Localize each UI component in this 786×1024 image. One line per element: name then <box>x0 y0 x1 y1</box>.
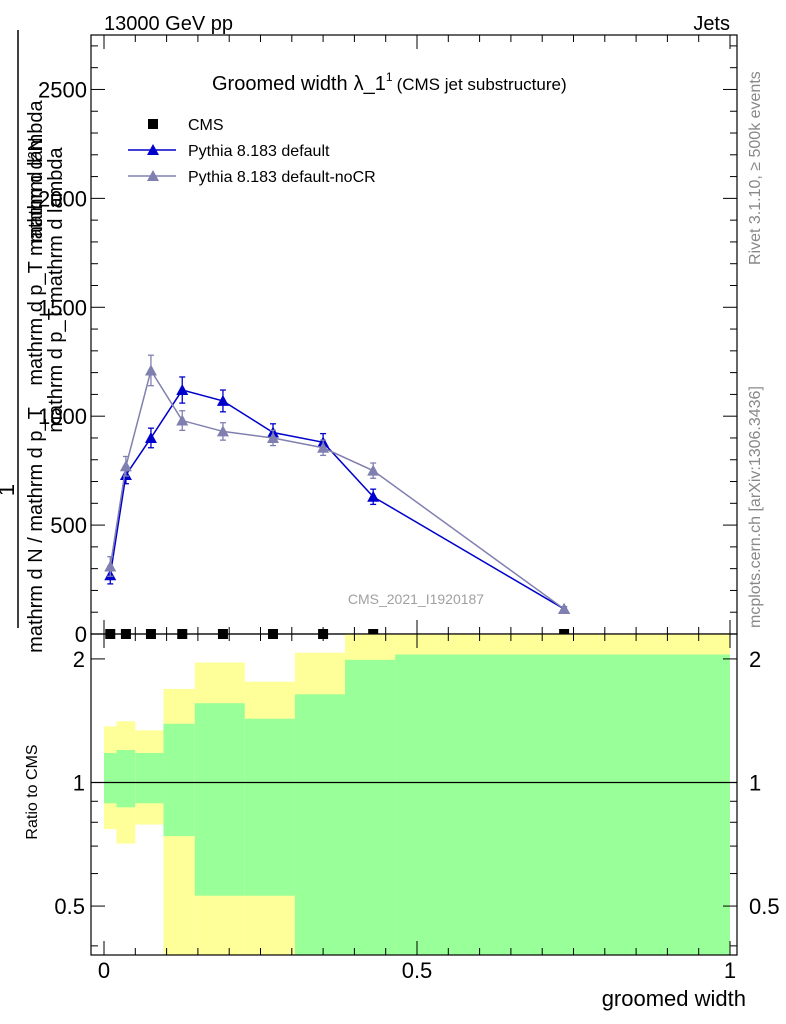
default-point <box>176 384 189 396</box>
legend-marker <box>147 144 159 155</box>
y-tick-label: 500 <box>50 513 87 538</box>
plot-title-text: Groomed width <box>212 73 348 95</box>
legend-label: Pythia 8.183 default-noCR <box>188 169 376 186</box>
y-tick-label: 1500 <box>38 295 87 320</box>
header-jets: Jets <box>693 13 730 35</box>
ratio-y-tick-label: 2 <box>73 647 85 672</box>
y-tick-label: 2000 <box>38 186 87 211</box>
nocr-point <box>216 425 229 437</box>
default-point <box>367 490 380 502</box>
green-band-bin <box>345 659 396 955</box>
default-point <box>144 431 157 443</box>
plot-title-sup: 1 <box>386 70 393 84</box>
x-tick-label: 1 <box>724 958 736 983</box>
plot-title: Groomed width λ_11 (CMS jet substructure) <box>212 70 567 95</box>
ylabel-top2: mathrm d p_T mathrm d lambda <box>25 99 47 385</box>
nocr-point <box>104 560 117 572</box>
nocr-point <box>317 441 330 453</box>
ratio-bands <box>91 634 737 955</box>
green-band-bin <box>104 752 117 804</box>
x-tick-label: 0 <box>98 958 110 983</box>
y-tick-label: 2500 <box>38 77 87 102</box>
legend-cms-marker <box>148 119 158 129</box>
green-band-bin <box>244 718 295 896</box>
nocr-line <box>109 368 565 610</box>
nocr-point <box>367 464 380 476</box>
nocr-point <box>119 460 132 472</box>
plot-title-symbol: λ_1 <box>354 73 386 95</box>
legend: CMS Pythia 8.183 default Pythia 8.183 defa… <box>128 117 376 186</box>
y-tick-label: 1000 <box>38 404 87 429</box>
rivet-label: Rivet 3.1.10, ≥ 500k events <box>747 71 764 265</box>
nocr-point <box>144 364 157 376</box>
ratio-y-tick-label-right: 2 <box>749 647 761 672</box>
ratio-y-tick-label-right: 1 <box>749 770 761 795</box>
ylabel-top: mathrm d²N <box>25 137 47 243</box>
ratio-ylabel: Ratio to CMS <box>24 744 41 839</box>
mcplots-label: mcplots.cern.ch [arXiv:1306.3436] <box>747 386 764 628</box>
default-point <box>216 394 229 406</box>
ratio-y-tick-label-right: 0.5 <box>749 894 780 919</box>
ratio-y-tick-label: 0.5 <box>54 894 85 919</box>
x-axis-label: groomed width <box>602 986 746 1011</box>
watermark: CMS_2021_I1920187 <box>348 591 484 607</box>
ylabel-denominator: mathrm d N / mathrm d p_T <box>25 407 47 653</box>
ylabel-denominator2: mathrm d p_T mathrm d lambda <box>45 146 67 432</box>
green-band-bin <box>163 723 195 837</box>
legend-marker <box>147 170 159 181</box>
main-plot-series <box>104 354 571 639</box>
nocr-point <box>176 414 189 426</box>
legend-label: CMS <box>188 117 224 134</box>
green-band-bin <box>294 694 346 955</box>
main-plot-ticks: 0 500 1000 1500 2000 2500 <box>38 35 737 647</box>
nocr-point <box>558 602 571 614</box>
green-band-bin <box>395 654 730 955</box>
y-axis-label: mathrm d²N mathrm d p_T mathrm d lambda … <box>0 30 67 653</box>
green-band-bin <box>194 703 245 896</box>
ratio-plot-frame <box>90 633 738 956</box>
ratio-y-tick-label: 1 <box>73 770 85 795</box>
green-band-bin <box>116 749 136 808</box>
x-tick-label: 0.5 <box>402 958 433 983</box>
ylabel-numerator: 1 <box>0 484 19 496</box>
header-energy: 13000 GeV pp <box>104 13 233 35</box>
y-tick-label: 0 <box>75 622 87 647</box>
nocr-point <box>267 431 280 443</box>
ratio-plot-ticks: 0.5 0.5 1 1 2 2 0 0.5 1 <box>54 634 780 983</box>
ratio-frame-rect <box>90 633 738 956</box>
plot-title-note: (CMS jet substructure) <box>397 75 567 94</box>
legend-label: Pythia 8.183 default <box>188 143 330 160</box>
green-band-bin <box>135 752 164 804</box>
